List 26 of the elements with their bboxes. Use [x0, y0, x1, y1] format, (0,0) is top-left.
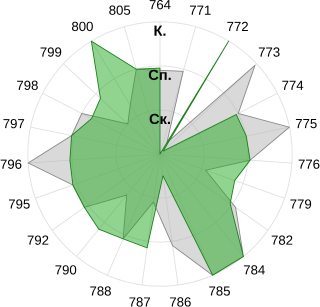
- spoke-label: 797: [3, 119, 24, 128]
- spoke-label: 785: [209, 286, 230, 296]
- spoke-label: 790: [55, 265, 76, 275]
- spoke-label: 805: [109, 6, 130, 16]
- spoke-label: 772: [227, 22, 248, 32]
- y-tick-label: К.: [154, 26, 166, 36]
- spoke-label: 786: [170, 297, 191, 307]
- spoke-label: 792: [28, 236, 48, 245]
- spoke-label: 787: [129, 297, 150, 307]
- spoke-label: 795: [8, 200, 30, 209]
- spoke-label: 773: [258, 48, 280, 57]
- spoke-label: 799: [40, 48, 62, 57]
- spoke-label: 800: [72, 22, 93, 32]
- spoke-label: 798: [17, 80, 38, 90]
- spoke-label: 788: [90, 286, 111, 296]
- y-tick-label: Ск.: [150, 114, 170, 124]
- spoke-label: 784: [244, 265, 265, 275]
- spoke-label: 779: [290, 200, 312, 209]
- spoke-label: 764: [150, 0, 171, 10]
- spoke-label: 774: [282, 80, 304, 90]
- y-tick-label: Сп.: [148, 70, 171, 80]
- spoke-label: 775: [296, 119, 317, 128]
- spoke-label: 796: [0, 160, 22, 170]
- spoke-label: 782: [272, 236, 292, 245]
- spoke-label: 771: [190, 6, 211, 15]
- spoke-label: 776: [298, 160, 320, 170]
